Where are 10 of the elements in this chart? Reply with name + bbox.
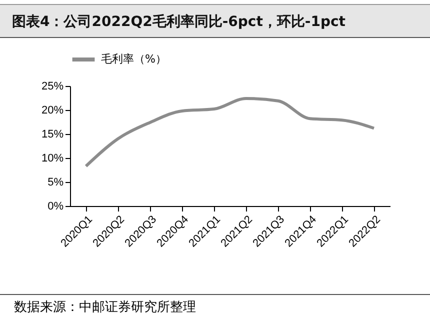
y-tick-label: 25% — [41, 80, 64, 92]
y-tick-label: 5% — [48, 176, 64, 188]
line-series — [84, 96, 376, 168]
y-tick-label: 10% — [41, 152, 64, 164]
legend-label: 毛利率（%） — [101, 52, 166, 66]
y-tick-label: 0% — [48, 200, 64, 212]
chart-title: 图表4：公司2022Q2毛利率同比-6pct，环比-1pct — [0, 4, 430, 38]
y-tick-label: 20% — [41, 104, 64, 116]
y-tick-label: 15% — [41, 128, 64, 140]
source-note: 数据来源：中邮证券研究所整理 — [0, 294, 430, 321]
